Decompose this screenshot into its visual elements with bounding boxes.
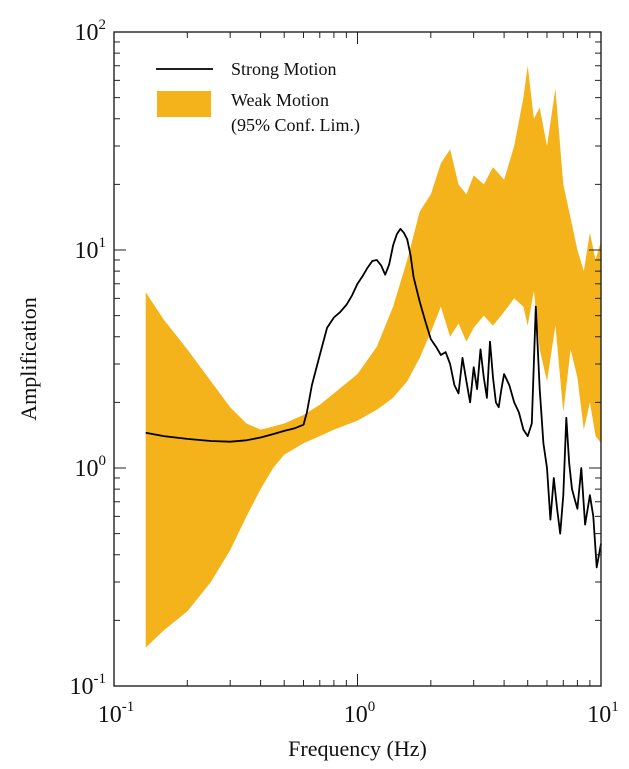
y-tick-label: 101 [75, 235, 107, 264]
x-tick-label: 10-1 [98, 699, 135, 728]
series-line-strong-motion [145, 228, 602, 569]
legend: Strong Motion Weak Motion (95% Conf. Lim… [156, 59, 360, 136]
y-axis-title: Amplification [16, 297, 41, 420]
y-tick-label: 100 [75, 453, 107, 482]
y-tick-label: 102 [75, 17, 107, 46]
y-tick-label: 10-1 [70, 671, 107, 700]
tick-label-layer: 10-1 100 101 10-1 100 101 102 [70, 17, 619, 728]
legend-label-weak-motion-conf: (95% Conf. Lim.) [231, 115, 360, 136]
series-band-weak-motion [145, 65, 601, 648]
x-axis-title: Frequency (Hz) [288, 736, 427, 761]
legend-label-strong-motion: Strong Motion [231, 59, 337, 79]
weak-motion-band-layer [145, 65, 601, 648]
legend-label-weak-motion: Weak Motion [231, 90, 329, 110]
strong-motion-line-layer [145, 228, 602, 569]
tick-layer [113, 31, 602, 687]
legend-swatch-weak-motion [157, 91, 211, 117]
x-tick-label: 101 [587, 699, 619, 728]
x-tick-label: 100 [344, 699, 376, 728]
